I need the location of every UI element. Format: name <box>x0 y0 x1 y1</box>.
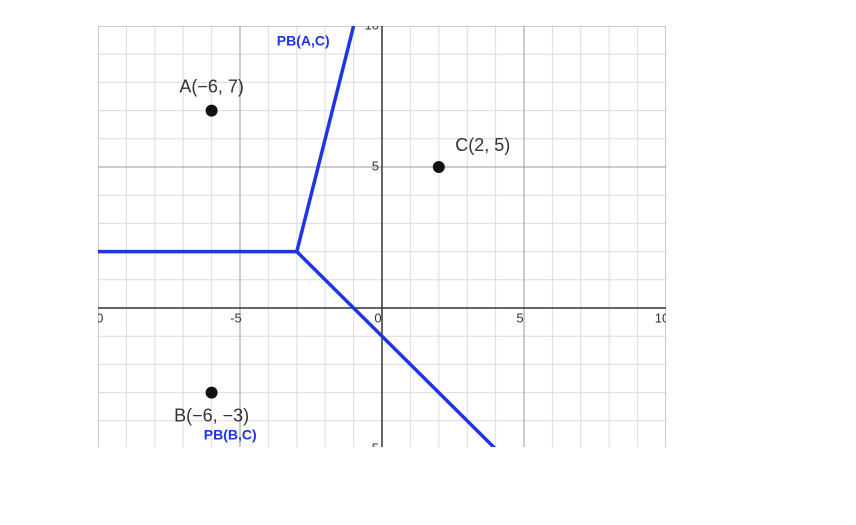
plot-area: -10-50510-5510PB(A,B)PB(A,C)PB(B,C)A(−6,… <box>85 17 669 455</box>
point <box>205 386 218 399</box>
x-tick-label: 5 <box>516 310 523 325</box>
point-label: C(2, 5) <box>455 135 510 155</box>
point-label: A(−6, 7) <box>179 76 244 96</box>
y-tick-label: -5 <box>367 440 379 455</box>
x-tick-label: -5 <box>230 310 242 325</box>
point <box>432 161 445 173</box>
x-tick-label: -10 <box>85 310 104 325</box>
line-label: PB(B,C) <box>204 426 257 442</box>
y-tick-label: 5 <box>372 158 379 173</box>
bisector-line <box>295 250 497 447</box>
x-tick-label: 10 <box>655 310 669 325</box>
line-label: PB(A,C) <box>277 32 330 48</box>
bisector-line <box>295 26 356 253</box>
x-tick-label: 0 <box>374 310 381 325</box>
y-tick-label: 10 <box>365 17 379 32</box>
point <box>205 104 218 117</box>
point-label: B(−6, −3) <box>174 405 249 425</box>
